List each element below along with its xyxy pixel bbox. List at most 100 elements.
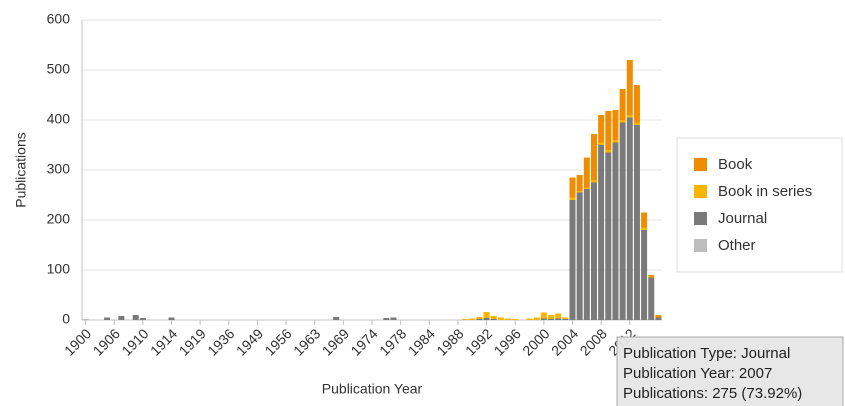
x-tick-label: 1974 (347, 325, 380, 358)
legend-swatch (694, 239, 707, 252)
bar-segment (569, 197, 576, 200)
bar-segment (82, 319, 89, 320)
bar-segment (390, 317, 397, 320)
bar-segment (490, 316, 497, 319)
legend-label[interactable]: Other (718, 237, 756, 254)
x-tick-label: 1996 (491, 325, 524, 358)
y-axis-title: Publications (13, 132, 29, 208)
x-tick-label: 1906 (90, 325, 123, 358)
bar-segment (583, 157, 590, 188)
bar-segment (104, 317, 111, 320)
bar-segment (590, 182, 597, 320)
bar-segment (469, 318, 476, 320)
x-axis-title: Publication Year (322, 381, 423, 397)
bar-segment (476, 317, 483, 319)
bar-segment (626, 115, 633, 118)
bar-segment (476, 319, 483, 320)
tooltip-line: Publication Type: Journal (623, 345, 790, 362)
bar-segment (526, 318, 533, 320)
bar-segment (612, 142, 619, 320)
bar-segment (569, 200, 576, 320)
x-tick-label: 2008 (577, 325, 610, 358)
bar-segment (548, 319, 555, 320)
legend-label[interactable]: Journal (718, 210, 767, 227)
bar-segment (641, 230, 648, 320)
bar-segment (612, 140, 619, 143)
bar-segment (619, 120, 626, 123)
y-tick-label: 400 (47, 111, 71, 127)
bar-segment (590, 134, 597, 180)
bar-segment (626, 117, 633, 320)
bar-segment (490, 319, 497, 320)
bar-segment (168, 317, 175, 320)
bar-segment (548, 315, 555, 319)
y-tick-label: 0 (62, 311, 70, 327)
bar-segment (583, 189, 590, 320)
bar-segment (633, 125, 640, 320)
x-tick-label: 1914 (147, 325, 180, 358)
x-tick-label: 1978 (376, 325, 409, 358)
x-tick-label: 2004 (548, 325, 581, 358)
bar-segment (555, 313, 562, 319)
bar-segment (605, 152, 612, 320)
bar-segment (605, 111, 612, 150)
x-tick-label: 1949 (233, 325, 266, 358)
bar-segment (633, 85, 640, 123)
bar-segment (655, 315, 662, 318)
bar-segment (540, 318, 547, 320)
bar-segment (648, 277, 655, 320)
x-tick-label: 1919 (176, 325, 209, 358)
bar-segment (598, 115, 605, 143)
legend-swatch (694, 158, 707, 171)
x-tick-label: 1963 (290, 325, 323, 358)
x-tick-label: 1969 (319, 325, 352, 358)
bar-segment (583, 187, 590, 189)
bar-segment (333, 317, 340, 320)
bar-segment (533, 317, 540, 320)
tooltip-line: Publications: 275 (73.92%) (623, 385, 802, 402)
legend-swatch (694, 185, 707, 198)
bar-segment (483, 318, 490, 320)
x-tick-label: 1936 (204, 325, 237, 358)
bar-segment (590, 180, 597, 183)
bar-segment (562, 319, 569, 320)
bar-segment (569, 177, 576, 198)
bar-segment (605, 150, 612, 153)
bar-segment (598, 145, 605, 320)
bar-segment (598, 142, 605, 145)
bar-segment (576, 175, 583, 191)
bar-segment (619, 122, 626, 320)
bar-segment (505, 318, 512, 320)
x-tick-label: 1900 (61, 325, 94, 358)
bar-segment (462, 319, 469, 320)
bar-segment (648, 275, 655, 277)
x-tick-label: 1910 (118, 325, 151, 358)
tooltip-line: Publication Year: 2007 (623, 365, 772, 382)
legend-label[interactable]: Book (718, 156, 753, 173)
y-tick-label: 600 (47, 11, 71, 27)
bar-segment (132, 315, 139, 320)
y-tick-label: 100 (47, 261, 71, 277)
bar-segment (641, 227, 648, 230)
bar-segment (383, 318, 390, 320)
bar-segment (139, 318, 146, 320)
y-tick-label: 500 (47, 61, 71, 77)
bar-segment (612, 110, 619, 140)
bar-segment (633, 122, 640, 125)
x-tick-label: 1984 (405, 325, 438, 358)
bar-segment (648, 276, 655, 278)
x-tick-label: 1956 (261, 325, 294, 358)
bar-segment (576, 191, 583, 193)
bar-segment (483, 312, 490, 318)
x-tick-label: 1992 (462, 325, 495, 358)
tooltip-box (616, 336, 844, 406)
bar-segment (512, 319, 519, 320)
bar-segment (619, 89, 626, 120)
legend-label[interactable]: Book in series (718, 183, 812, 200)
bar-segment (576, 192, 583, 320)
legend-swatch (694, 212, 707, 225)
x-tick-label: 2000 (519, 325, 552, 358)
bar-segment (655, 317, 662, 320)
bar-segment (641, 212, 648, 228)
